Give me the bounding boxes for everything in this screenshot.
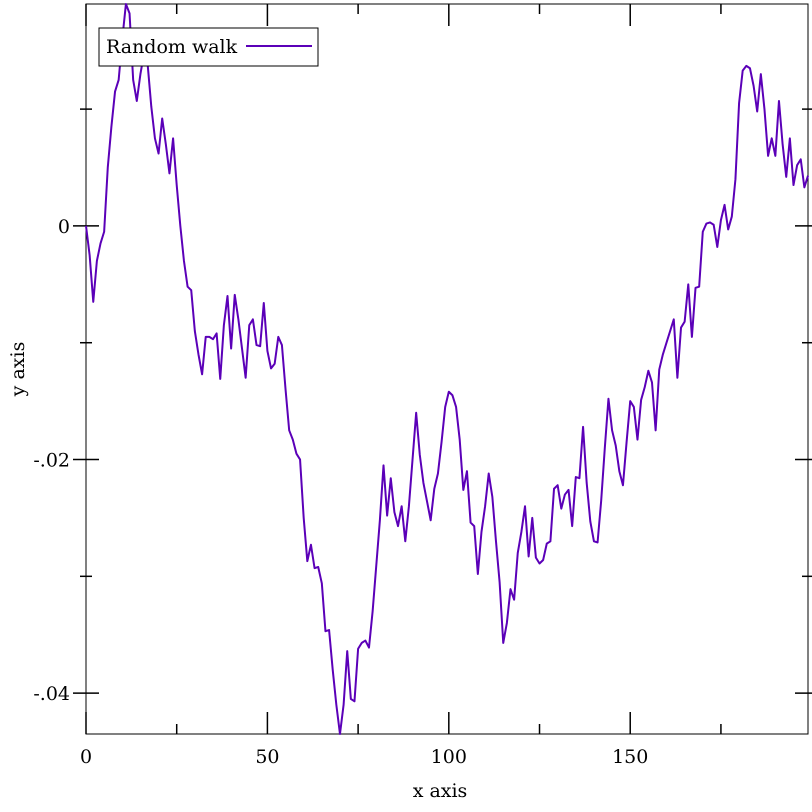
series-layer xyxy=(85,3,809,735)
x-tick-label: 100 xyxy=(431,746,467,768)
legend-label: Random walk xyxy=(106,36,238,58)
legend: Random walk xyxy=(98,27,319,67)
y-tick-label: -.02 xyxy=(33,450,70,472)
axis-ticks xyxy=(73,4,812,734)
x-axis-label: x axis xyxy=(413,780,468,802)
series-line-0 xyxy=(85,3,809,735)
tick-labels: 0 50 100 150 0 -.02 -.04 xyxy=(33,216,648,768)
plot-frame xyxy=(85,3,809,735)
x-tick-label: 0 xyxy=(80,746,92,768)
x-tick-label: 150 xyxy=(612,746,648,768)
y-tick-label: -.04 xyxy=(33,683,70,705)
y-tick-label: 0 xyxy=(58,216,70,238)
x-tick-label: 50 xyxy=(255,746,279,768)
y-axis-label: y axis xyxy=(7,342,29,398)
